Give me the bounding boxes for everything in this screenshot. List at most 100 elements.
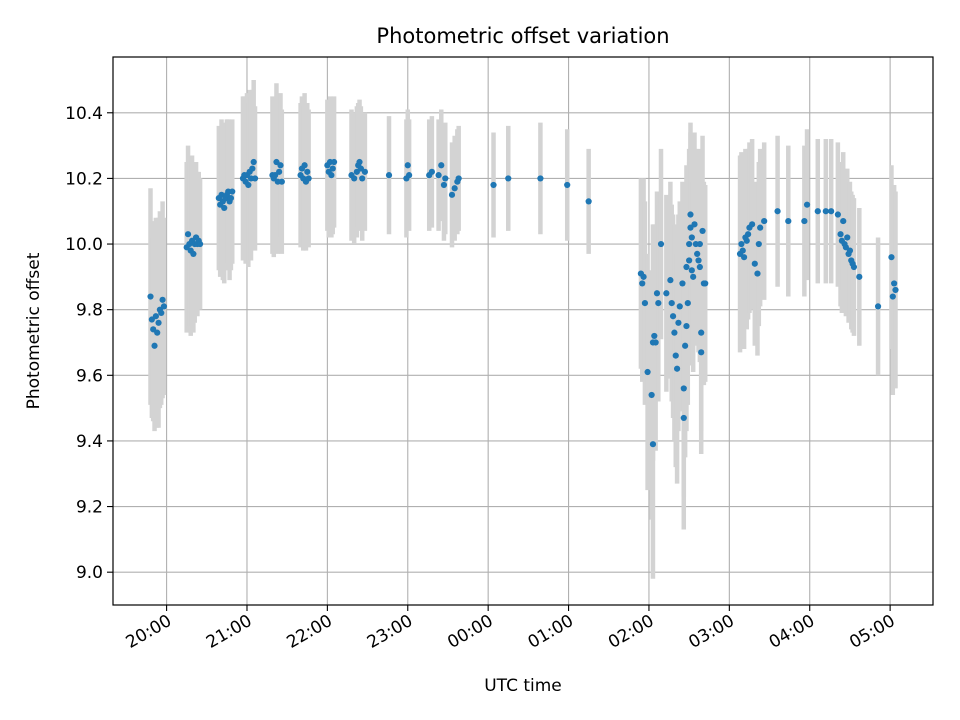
data-point bbox=[227, 195, 235, 202]
data-point bbox=[490, 181, 497, 189]
y-tick-label: 10.0 bbox=[65, 235, 103, 255]
data-point bbox=[690, 273, 697, 280]
data-point bbox=[888, 254, 895, 261]
data-point bbox=[856, 273, 863, 280]
data-point bbox=[698, 349, 705, 356]
data-point bbox=[505, 175, 512, 182]
data-point bbox=[435, 172, 442, 179]
data-point bbox=[356, 158, 363, 166]
data-point bbox=[814, 208, 821, 215]
data-point bbox=[448, 191, 456, 198]
data-point bbox=[684, 300, 691, 307]
data-point bbox=[190, 250, 197, 257]
data-point bbox=[774, 208, 781, 215]
data-point bbox=[850, 263, 858, 271]
data-point bbox=[828, 208, 835, 215]
data-point bbox=[687, 211, 694, 218]
data-point bbox=[667, 277, 674, 284]
data-point bbox=[440, 181, 448, 189]
data-point bbox=[680, 414, 687, 422]
data-point bbox=[696, 263, 703, 271]
x-axis-label: UTC time bbox=[484, 676, 562, 696]
data-point bbox=[740, 254, 748, 261]
data-point bbox=[249, 165, 256, 172]
data-point bbox=[688, 267, 695, 274]
data-point bbox=[669, 313, 677, 320]
data-point bbox=[694, 250, 701, 257]
y-axis-ticks: 9.0 9.2 9.4 9.6 9.8 10.0 10.2 10.4 bbox=[65, 104, 113, 583]
data-point bbox=[277, 162, 284, 169]
data-point bbox=[152, 313, 159, 320]
data-point bbox=[329, 165, 336, 172]
data-point bbox=[751, 260, 758, 267]
data-point bbox=[151, 342, 158, 349]
data-point bbox=[673, 365, 681, 372]
data-point bbox=[653, 290, 661, 297]
data-point bbox=[874, 303, 882, 310]
data-point bbox=[686, 240, 693, 248]
data-point bbox=[668, 300, 675, 307]
y-tick-label: 10.4 bbox=[65, 104, 103, 124]
data-point bbox=[844, 234, 851, 241]
data-point bbox=[648, 391, 655, 399]
y-tick-label: 10.2 bbox=[65, 169, 103, 189]
data-point bbox=[754, 270, 761, 277]
data-point bbox=[229, 188, 236, 195]
data-point bbox=[837, 231, 844, 238]
data-point bbox=[698, 329, 705, 336]
data-point bbox=[649, 441, 657, 448]
data-point bbox=[675, 319, 682, 326]
data-point bbox=[695, 257, 702, 264]
data-point bbox=[639, 280, 646, 287]
y-axis-label: Photometric offset bbox=[24, 252, 44, 409]
chart-title: Photometric offset variation bbox=[376, 24, 669, 48]
data-point bbox=[679, 280, 686, 287]
data-point bbox=[404, 162, 411, 169]
y-tick-label: 9.4 bbox=[76, 432, 103, 452]
data-point bbox=[840, 217, 847, 225]
data-point bbox=[801, 217, 808, 225]
data-point bbox=[672, 352, 679, 359]
data-point bbox=[676, 303, 683, 310]
data-point bbox=[155, 319, 162, 326]
data-point bbox=[889, 293, 896, 300]
y-tick-label: 9.6 bbox=[76, 366, 103, 386]
data-point bbox=[892, 286, 899, 294]
data-point bbox=[702, 280, 709, 287]
data-point bbox=[671, 329, 678, 336]
data-point bbox=[834, 211, 841, 218]
data-point bbox=[641, 300, 649, 307]
data-point bbox=[683, 263, 690, 271]
data-point bbox=[304, 168, 311, 175]
data-point bbox=[655, 300, 662, 307]
data-point bbox=[442, 175, 449, 182]
data-point bbox=[785, 217, 792, 225]
data-point bbox=[891, 280, 898, 287]
data-point bbox=[305, 175, 312, 182]
data-point bbox=[686, 257, 693, 264]
data-point bbox=[680, 385, 687, 392]
data-point bbox=[361, 168, 368, 175]
data-point bbox=[644, 368, 651, 376]
data-point bbox=[438, 162, 445, 169]
y-tick-label: 9.0 bbox=[76, 563, 103, 583]
data-point bbox=[385, 172, 393, 179]
data-point bbox=[749, 221, 756, 228]
data-point bbox=[221, 204, 228, 212]
data-point bbox=[328, 172, 335, 179]
plot-frame bbox=[112, 56, 934, 606]
data-point bbox=[196, 240, 204, 248]
data-point bbox=[822, 208, 829, 215]
data-point bbox=[755, 240, 762, 248]
data-point bbox=[158, 309, 165, 317]
data-point bbox=[564, 181, 571, 189]
data-point bbox=[761, 217, 768, 225]
data-point bbox=[351, 175, 358, 182]
data-point bbox=[803, 201, 811, 208]
data-point bbox=[682, 342, 689, 349]
data-point bbox=[744, 231, 752, 238]
data-point bbox=[428, 168, 435, 175]
data-points bbox=[147, 158, 899, 448]
data-point bbox=[846, 247, 854, 254]
